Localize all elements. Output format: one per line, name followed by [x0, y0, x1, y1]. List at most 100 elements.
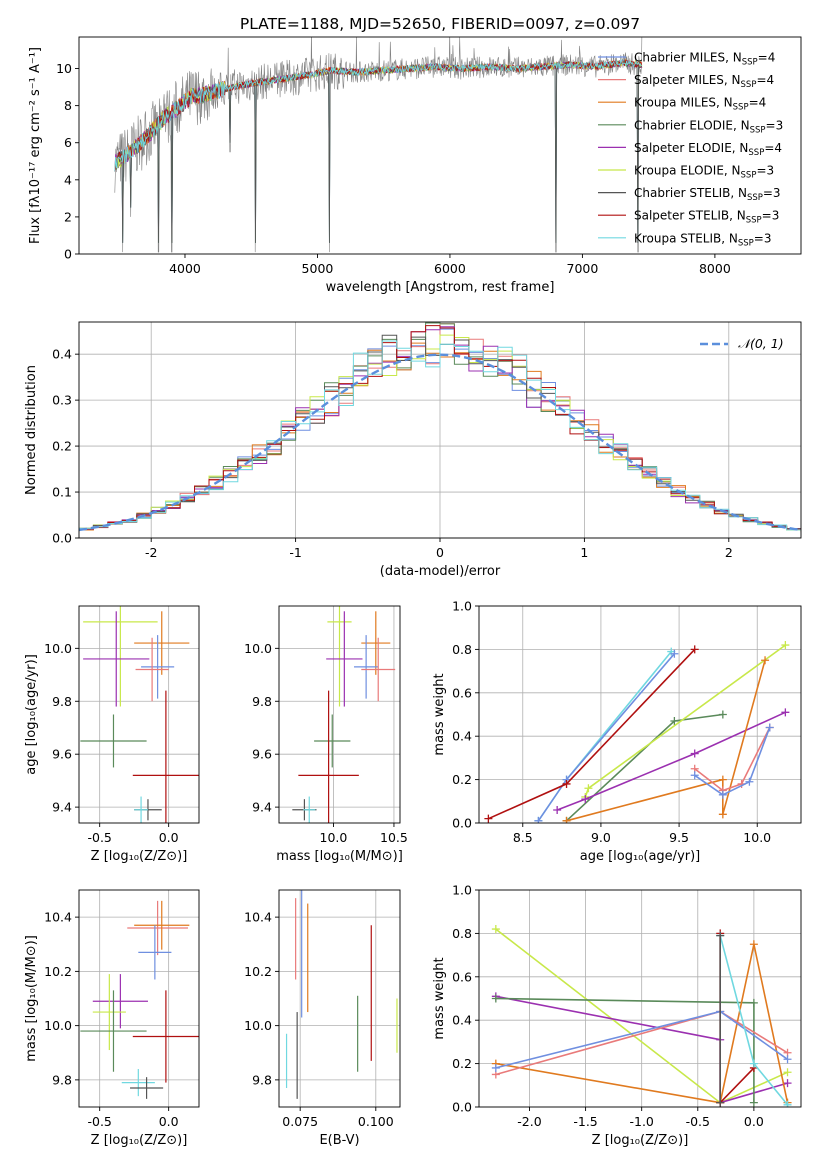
marker-chabrier_miles [783, 1055, 792, 1064]
y-tick-label: 9.6 [252, 747, 272, 762]
x-axis-label: Z [log₁₀(Z/Z⊙)] [592, 1133, 689, 1148]
plot-area [80, 606, 199, 823]
weight-line-chabrier_miles [694, 727, 771, 796]
y-tick-label: 0.6 [452, 969, 472, 984]
legend-label: Salpeter STELIB, NSSP=3 [634, 209, 779, 226]
x-tick-label: 2 [725, 545, 733, 560]
legend-suffix: =4 [758, 51, 776, 65]
y-tick-label: 0.4 [52, 347, 72, 362]
plot-area [285, 890, 398, 1099]
y-axis-label: mass weight [432, 957, 447, 1039]
axes-frame [78, 36, 802, 255]
weight-line-salpeter_miles [694, 727, 771, 792]
spectrum-legend: Chabrier MILES, NSSP=4 Salpeter MILES, NS… [598, 51, 784, 248]
x-axis-label: Z [log₁₀(Z/Z⊙)] [91, 1133, 188, 1148]
x-axis-label: Z [log₁₀(Z/Z⊙)] [91, 849, 188, 864]
x-tick-label: -0.5 [87, 1114, 111, 1129]
y-tick-label: 9.8 [252, 694, 272, 709]
y-tick-label: 10.4 [244, 910, 272, 925]
x-tick-label: 0.0 [744, 1114, 764, 1129]
chart-age_vs_mass: 10.0 10.5 9.4 9.6 9.8 10.0 mass [log₁₀(M/M⊙)] [244, 605, 408, 864]
y-tick-label: 9.4 [52, 800, 72, 815]
legend-subscript: SSP [738, 238, 754, 248]
x-tick-label: -1.5 [573, 1114, 597, 1129]
legend-suffix: =4 [764, 141, 782, 155]
y-tick-label: 0.1 [52, 485, 72, 500]
marker-salpeter_elodie [781, 708, 790, 717]
model-line-kroupa_stelib [114, 58, 643, 172]
x-tick-label: 9.0 [591, 830, 611, 845]
marker-kroupa_miles [761, 656, 770, 665]
y-tick-label: 2 [64, 209, 72, 224]
marker-kroupa_elodie [781, 641, 790, 650]
x-tick-label: -1.0 [629, 1114, 653, 1129]
x-tick-label: 5000 [302, 261, 334, 276]
marker-kroupa_miles [718, 810, 727, 819]
legend-label: Salpeter MILES, NSSP=4 [634, 73, 774, 90]
gaussian-curve [79, 353, 801, 532]
y-tick-label: 0.4 [452, 729, 472, 744]
marker-salpeter_stelib [690, 645, 699, 654]
legend-suffix: =4 [756, 73, 774, 87]
x-tick-label: 6000 [434, 261, 466, 276]
legend-subscript: SSP [747, 193, 763, 203]
plot-area [114, 37, 643, 253]
spectrum-data-line [114, 37, 643, 253]
marker-salpeter_elodie [581, 795, 590, 804]
y-tick-label: 0.0 [452, 1100, 472, 1115]
axes-frame [78, 605, 200, 824]
y-axis-label: age [log₁₀(age/yr)] [24, 654, 39, 775]
y-tick-label: 10.0 [244, 641, 272, 656]
marker-chabrier_elodie [491, 994, 500, 1003]
y-tick-label: 9.6 [52, 747, 72, 762]
marker-kroupa_elodie [491, 925, 500, 934]
plot-area [484, 641, 790, 823]
y-tick-label: 10 [56, 61, 72, 76]
marker-chabrier_stelib [716, 1098, 725, 1107]
legend-subscript: SSP [746, 216, 762, 226]
y-tick-label: 10.2 [244, 964, 272, 979]
legend-label: Chabrier STELIB, NSSP=3 [634, 186, 781, 203]
plot-area [80, 900, 199, 1099]
x-tick-label: 8000 [699, 261, 731, 276]
x-tick-label: 8.5 [513, 830, 533, 845]
y-tick-label: 10.0 [244, 1018, 272, 1033]
y-tick-label: 0.3 [52, 393, 72, 408]
y-tick-label: 0.2 [452, 772, 472, 787]
legend-suffix: =3 [766, 118, 784, 132]
marker-chabrier_elodie [718, 710, 727, 719]
marker-chabrier_elodie [749, 998, 758, 1007]
plot-area [491, 925, 792, 1107]
x-tick-label: 0.075 [282, 1114, 318, 1129]
chart-age_vs_Z: -0.5 0.0 9.4 9.6 9.8 10.0 Z [log₁₀(Z/Z⊙)] age [… [24, 605, 200, 864]
y-tick-label: 10.2 [44, 964, 72, 979]
marker-kroupa_stelib [749, 1059, 758, 1068]
legend-label: Kroupa STELIB, NSSP=3 [634, 231, 772, 248]
marker-kroupa_elodie [584, 784, 593, 793]
chart-mass_vs_Z: -0.5 0.0 9.8 10.0 10.2 10.4 Z [log₁₀(Z/Z⊙)] mas… [24, 889, 200, 1148]
x-axis-label: E(B-V) [319, 1133, 359, 1148]
histogram-salpeter_stelib [79, 325, 801, 532]
marker-chabrier_elodie [749, 1098, 758, 1107]
marker-kroupa_miles [562, 816, 571, 823]
legend-suffix: =3 [756, 164, 774, 178]
weight-line-chabrier_miles [537, 653, 676, 822]
axes-frame [278, 605, 401, 824]
legend-subscript: SSP [741, 171, 757, 181]
marker-salpeter_elodie [553, 805, 562, 814]
x-tick-label: -0.5 [686, 1114, 710, 1129]
weight-line-chabrier_elodie [565, 713, 723, 822]
y-tick-label: 0.0 [452, 816, 472, 831]
axes-frame [478, 605, 802, 824]
chart-spectrum: 4000 5000 6000 7000 8000 0 2 4 6 8 10 wavelength [A… [28, 36, 802, 295]
x-tick-label: -2.0 [517, 1114, 541, 1129]
axes-frame [78, 889, 200, 1108]
marker-chabrier_miles [745, 777, 754, 786]
x-tick-label: 0.0 [159, 1114, 179, 1129]
marker-salpeter_stelib [562, 779, 571, 788]
y-tick-label: 0.0 [52, 531, 72, 546]
x-axis-label: mass [log₁₀(M/M⊙)] [276, 849, 403, 864]
x-tick-label: 7000 [567, 261, 599, 276]
